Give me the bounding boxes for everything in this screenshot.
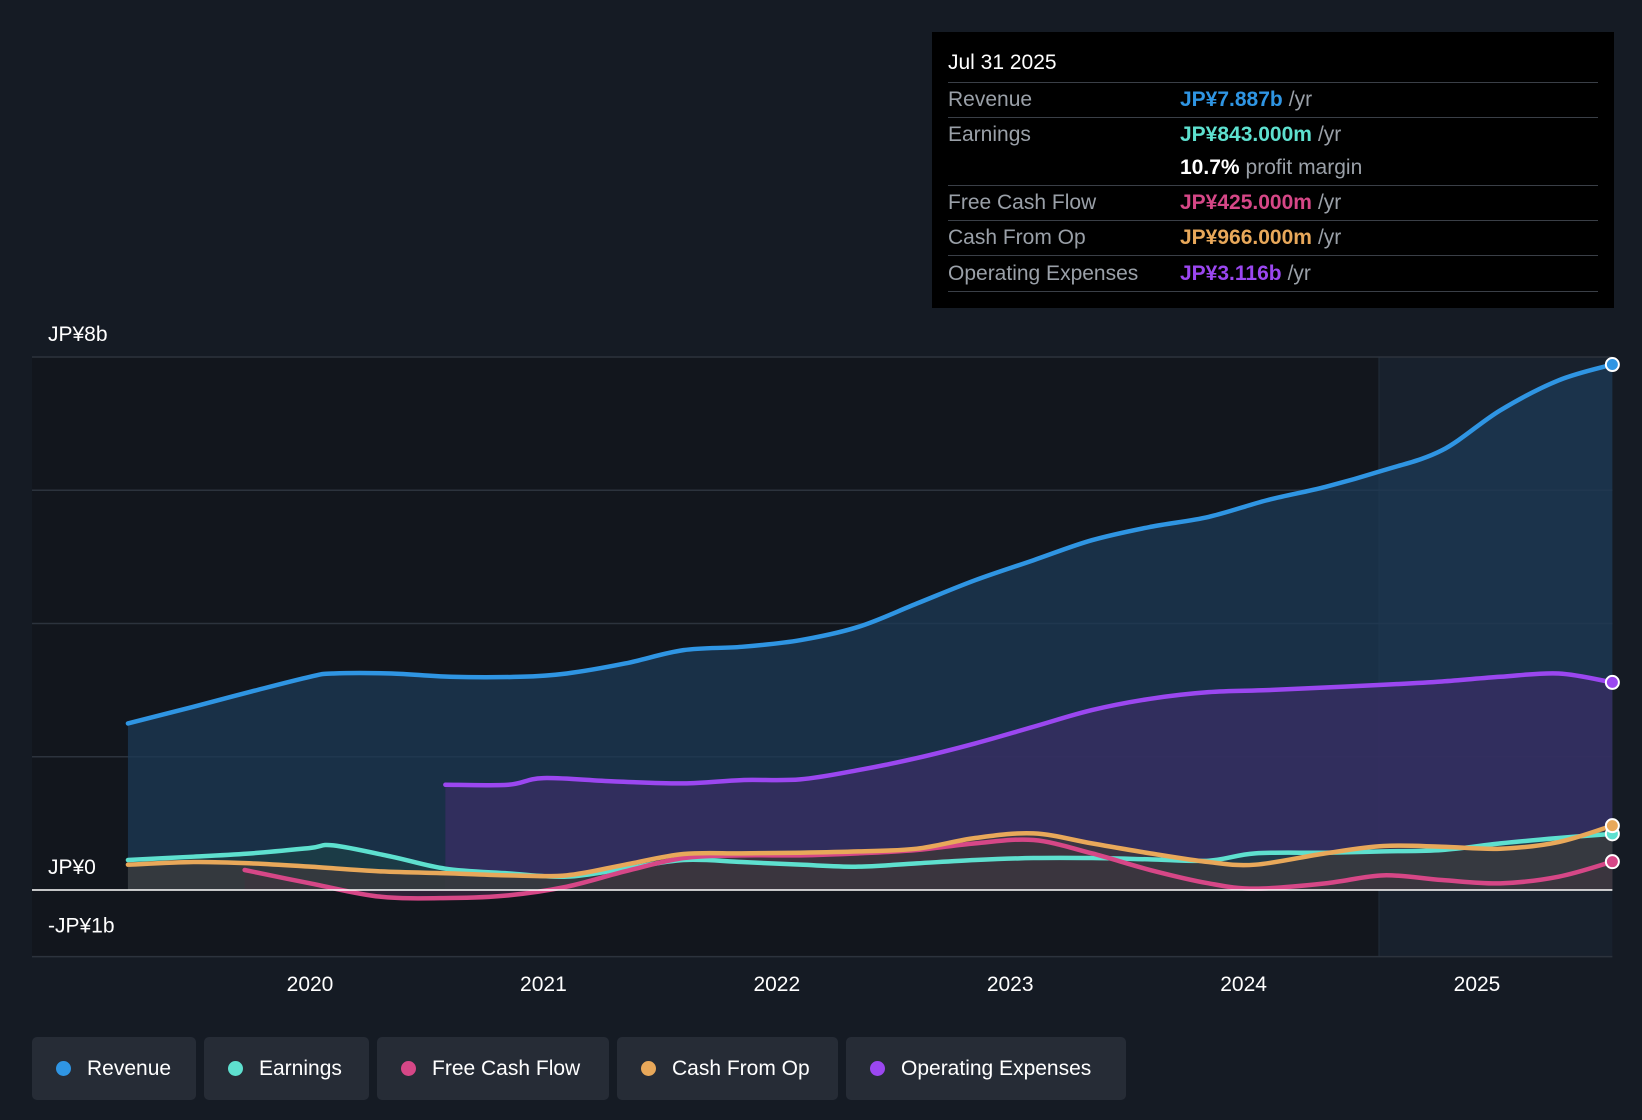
tooltip-row-profit-margin: 10.7% profit margin — [948, 151, 1598, 186]
line-free-cash-flow — [242, 837, 1615, 901]
profit-margin-label: profit margin — [1245, 156, 1363, 179]
legend: Revenue Earnings Free Cash Flow Cash Fro… — [32, 1037, 1126, 1100]
x-tick-label: 2020 — [287, 973, 334, 996]
tooltip-value: JP¥3.116b — [1180, 261, 1282, 285]
tooltip-date: Jul 31 2025 — [948, 32, 1598, 83]
line-earnings — [125, 831, 1615, 880]
legend-label: Free Cash Flow — [432, 1056, 581, 1080]
legend-dot-icon — [56, 1061, 71, 1076]
line-cash-from-op — [125, 823, 1615, 879]
legend-item-operating-expenses[interactable]: Operating Expenses — [846, 1037, 1126, 1100]
tooltip-label: Revenue — [948, 88, 1033, 111]
tooltip-row-free-cash-flow: Free Cash Flow JP¥425.000m /yr — [948, 186, 1598, 221]
legend-label: Revenue — [87, 1056, 172, 1080]
tooltip-value: JP¥425.000m — [1180, 191, 1312, 214]
legend-item-earnings[interactable]: Earnings — [204, 1037, 369, 1100]
area-operating-expenses — [445, 673, 1613, 890]
x-axis-labels: 2020 2021 2022 2023 2024 2025 — [287, 973, 1501, 996]
x-tick-label: 2024 — [1220, 973, 1267, 996]
tooltip-unit: /yr — [1287, 261, 1311, 285]
legend-dot-icon — [641, 1061, 656, 1076]
endpoint-cash-from-op — [1604, 818, 1620, 834]
endpoint-operating-expenses — [1604, 674, 1620, 690]
tooltip-row-operating-expenses: Operating Expenses JP¥3.116b /yr — [948, 256, 1598, 292]
y-tick-label: JP¥8b — [48, 323, 108, 346]
tooltip-row-earnings: Earnings JP¥843.000m /yr — [948, 118, 1598, 151]
line-operating-expenses — [443, 671, 1615, 788]
tooltip-unit: /yr — [1288, 88, 1313, 111]
legend-dot-icon — [870, 1061, 885, 1076]
legend-item-free-cash-flow[interactable]: Free Cash Flow — [377, 1037, 609, 1100]
legend-item-cash-from-op[interactable]: Cash From Op — [617, 1037, 838, 1100]
legend-label: Cash From Op — [672, 1056, 810, 1080]
series-lines — [125, 362, 1615, 901]
tooltip-unit: /yr — [1317, 226, 1342, 249]
tooltip-row-cash-from-op: Cash From Op JP¥966.000m /yr — [948, 221, 1598, 256]
legend-dot-icon — [401, 1061, 416, 1076]
area-cash-from-op — [127, 825, 1613, 890]
tooltip-unit: /yr — [1317, 191, 1342, 214]
endpoint-free-cash-flow — [1604, 854, 1620, 870]
tooltip-label: Earnings — [948, 122, 1031, 146]
tooltip-row-revenue: Revenue JP¥7.887b /yr — [948, 83, 1598, 118]
series-areas — [127, 364, 1613, 899]
x-tick-label: 2021 — [520, 973, 567, 996]
tooltip-label: Free Cash Flow — [948, 191, 1097, 214]
x-tick-label: 2025 — [1454, 973, 1501, 996]
x-tick-label: 2022 — [753, 973, 800, 996]
tooltip-label: Cash From Op — [948, 226, 1086, 249]
tooltip-value: JP¥7.887b — [1180, 88, 1283, 111]
legend-dot-icon — [228, 1061, 243, 1076]
endpoint-revenue — [1604, 357, 1620, 373]
legend-label: Operating Expenses — [901, 1056, 1092, 1080]
tooltip-unit: /yr — [1317, 122, 1342, 146]
y-tick-label: JP¥0 — [48, 856, 96, 879]
tooltip-label: Operating Expenses — [948, 261, 1139, 285]
tooltip-value: JP¥843.000m — [1180, 122, 1312, 146]
y-axis-labels: JP¥8b JP¥0 -JP¥1b — [48, 323, 115, 938]
legend-item-revenue[interactable]: Revenue — [32, 1037, 196, 1100]
line-revenue — [125, 362, 1615, 726]
profit-margin-value: 10.7% — [1180, 156, 1240, 179]
legend-label: Earnings — [259, 1056, 342, 1080]
y-tick-label: -JP¥1b — [48, 915, 115, 938]
tooltip-panel: Jul 31 2025 Revenue JP¥7.887b /yr Earnin… — [932, 32, 1614, 308]
x-tick-label: 2023 — [987, 973, 1034, 996]
series-endpoints — [1604, 357, 1620, 870]
tooltip-value: JP¥966.000m — [1180, 226, 1312, 249]
